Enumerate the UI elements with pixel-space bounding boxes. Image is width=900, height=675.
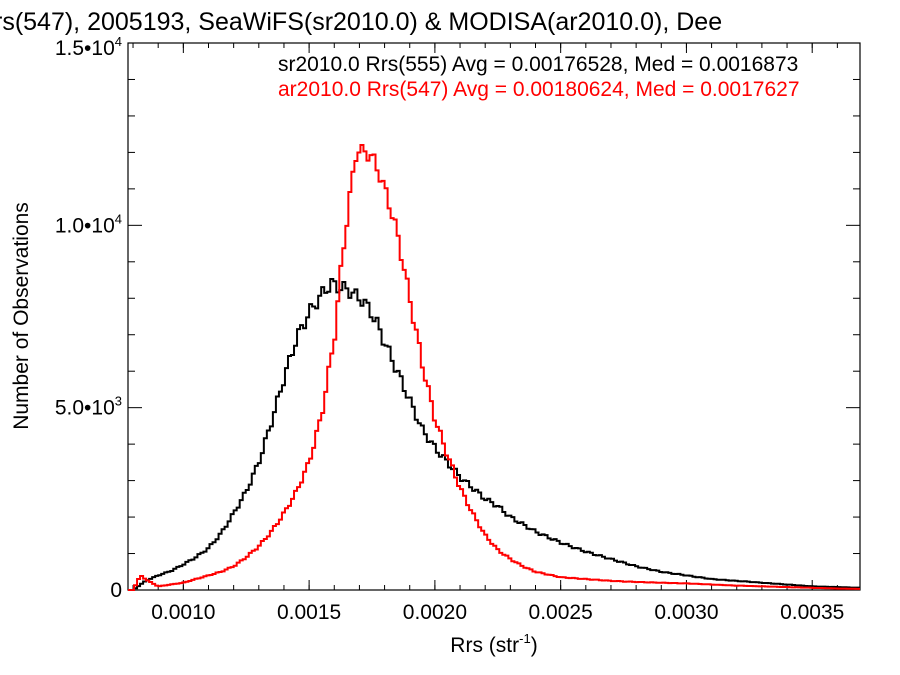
x-tick-label-5: 0.0035	[780, 601, 844, 624]
y-tick-label-0: 0	[110, 579, 122, 602]
y-tick-exponent-3: 4	[115, 34, 122, 49]
x-axis-label-close: )	[531, 634, 538, 657]
legend-entry-black: sr2010.0 Rrs(555) Avg = 0.00176528, Med …	[278, 53, 798, 76]
x-tick-label-2: 0.0020	[403, 601, 467, 624]
y-axis-label: Number of Observations	[10, 202, 33, 430]
legend-entry-red: ar2010.0 Rrs(547) Avg = 0.00180624, Med …	[278, 78, 800, 101]
chart-title: rs(547), 2005193, SeaWiFS(sr2010.0) & MO…	[0, 8, 722, 36]
y-tick-exponent-2: 4	[115, 211, 122, 226]
series-line-1	[128, 143, 860, 591]
x-tick-label-3: 0.0025	[529, 601, 593, 624]
y-tick-label-2: 1.0•104	[55, 211, 122, 237]
y-tick-mantissa-0: 0	[110, 579, 122, 602]
y-tick-mantissa-1: 5.0•10	[55, 397, 115, 420]
y-tick-mantissa-2: 1.0•10	[55, 214, 115, 237]
x-axis-label: Rrs (str-1)	[450, 631, 537, 657]
x-axis-label-main: Rrs (str	[450, 634, 519, 657]
y-tick-mantissa-3: 1.5•10	[55, 37, 115, 60]
plot-area-frame	[127, 42, 861, 591]
axis-ticks	[128, 42, 860, 591]
x-tick-label-1: 0.0015	[277, 601, 341, 624]
y-tick-label-1: 5.0•103	[55, 394, 122, 420]
x-tick-label-4: 0.0030	[654, 601, 718, 624]
series-line-0	[128, 277, 860, 591]
x-tick-labels: 0.0010 0.0015 0.0020 0.0025 0.0030 0.0035	[151, 601, 844, 624]
x-tick-label-0: 0.0010	[151, 601, 215, 624]
y-tick-label-3: 1.5•104	[55, 34, 122, 60]
series-group	[128, 143, 860, 591]
x-axis-label-sup: -1	[519, 631, 531, 646]
y-tick-exponent-1: 3	[115, 394, 122, 409]
